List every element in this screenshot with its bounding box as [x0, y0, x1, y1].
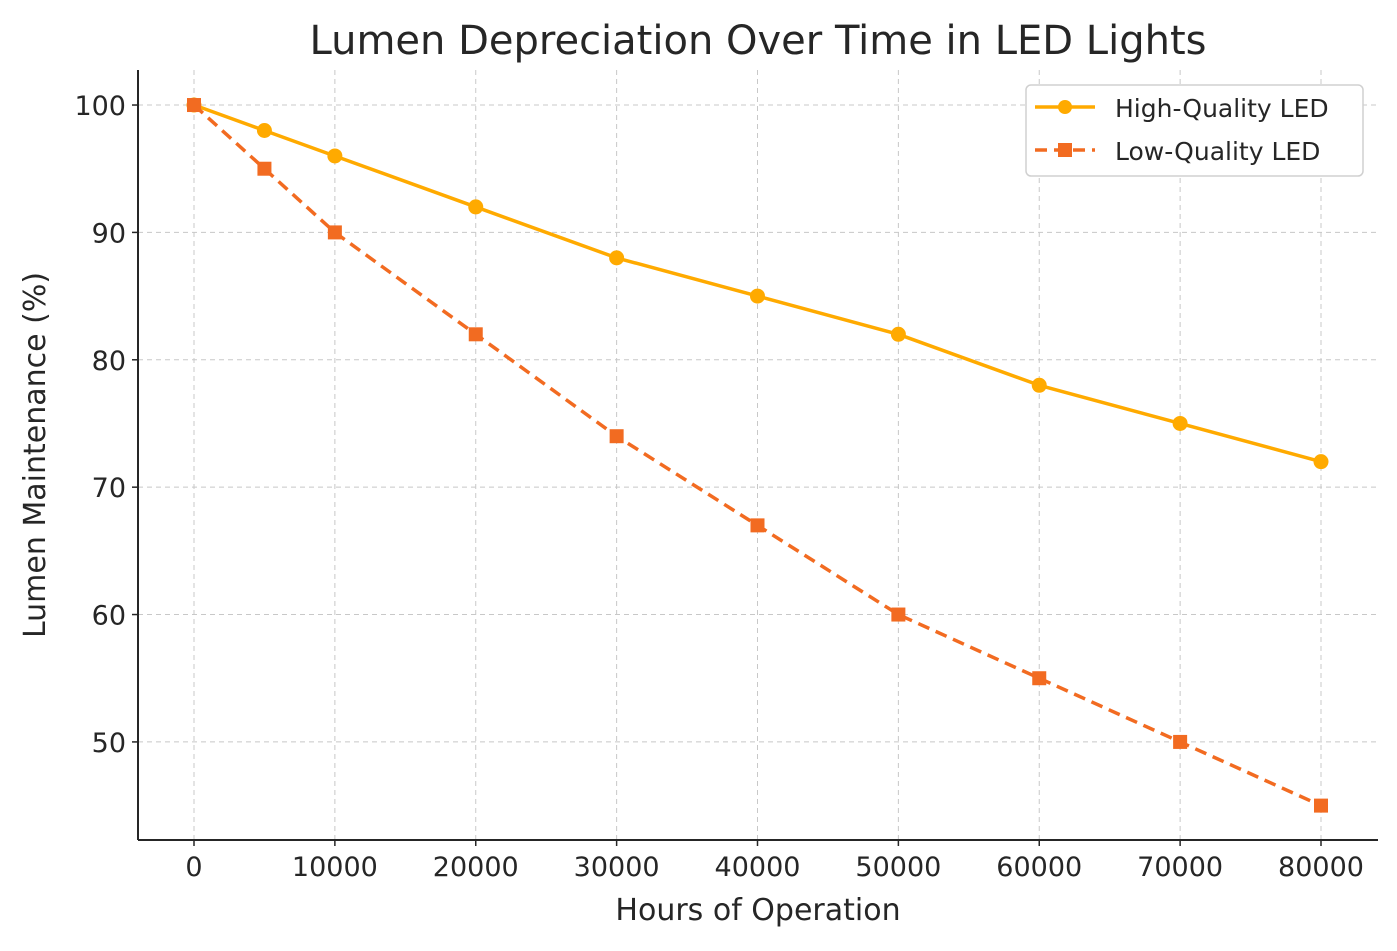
- legend-label-low: Low-Quality LED: [1115, 137, 1320, 166]
- legend-marker-high: [1058, 100, 1072, 114]
- legend-frame: [1025, 84, 1364, 177]
- x-tick-label: 30000: [574, 852, 660, 883]
- data-point-low-quality: [186, 98, 201, 113]
- data-point-high-quality: [1313, 454, 1329, 470]
- x-tick-label: 80000: [1278, 852, 1364, 883]
- x-axis-label: Hours of Operation: [615, 893, 900, 928]
- data-point-low-quality: [468, 327, 483, 342]
- x-tick-label: 0: [185, 852, 202, 883]
- data-point-low-quality: [609, 429, 624, 444]
- grid: [138, 70, 1378, 840]
- data-point-low-quality: [1032, 671, 1047, 686]
- axes: 0 10000 20000 30000 40000 50000 60000 70000 8000…: [74, 70, 1378, 883]
- y-tick-label: 60: [92, 601, 126, 632]
- data-point-low-quality: [1314, 798, 1329, 813]
- series-layer: [186, 97, 1329, 813]
- data-point-low-quality: [750, 518, 765, 533]
- legend-marker-low: [1058, 143, 1072, 157]
- data-point-high-quality: [749, 288, 765, 304]
- data-point-high-quality: [256, 123, 272, 139]
- data-point-low-quality: [327, 225, 342, 240]
- data-point-high-quality: [609, 250, 625, 266]
- x-tick-label: 20000: [433, 852, 519, 883]
- y-tick-label: 70: [92, 473, 126, 504]
- y-tick-label: 100: [74, 91, 126, 122]
- data-point-low-quality: [1173, 734, 1188, 749]
- data-point-high-quality: [468, 199, 484, 215]
- x-tick-label: 50000: [855, 852, 941, 883]
- data-point-low-quality: [891, 607, 906, 622]
- data-point-high-quality: [1031, 377, 1047, 393]
- data-point-low-quality: [257, 161, 272, 176]
- x-tick-label: 40000: [715, 852, 801, 883]
- y-tick-label: 90: [92, 218, 126, 249]
- legend-label-high: High-Quality LED: [1115, 94, 1329, 123]
- series-line-low-quality: [192, 103, 1322, 808]
- x-tick-label: 10000: [292, 852, 378, 883]
- y-axis-label: Lumen Maintenance (%): [18, 272, 53, 638]
- x-tick-label: 70000: [1137, 852, 1223, 883]
- series-line-high-quality: [193, 103, 1322, 464]
- y-tick-label: 80: [92, 346, 126, 377]
- data-point-high-quality: [890, 326, 906, 342]
- chart-title: Lumen Depreciation Over Time in LED Ligh…: [310, 18, 1207, 64]
- data-point-high-quality: [327, 148, 343, 164]
- x-tick-label: 60000: [996, 852, 1082, 883]
- data-point-high-quality: [1172, 415, 1188, 431]
- y-tick-label: 50: [92, 728, 126, 759]
- legend: High-Quality LED Low-Quality LED: [1025, 84, 1364, 177]
